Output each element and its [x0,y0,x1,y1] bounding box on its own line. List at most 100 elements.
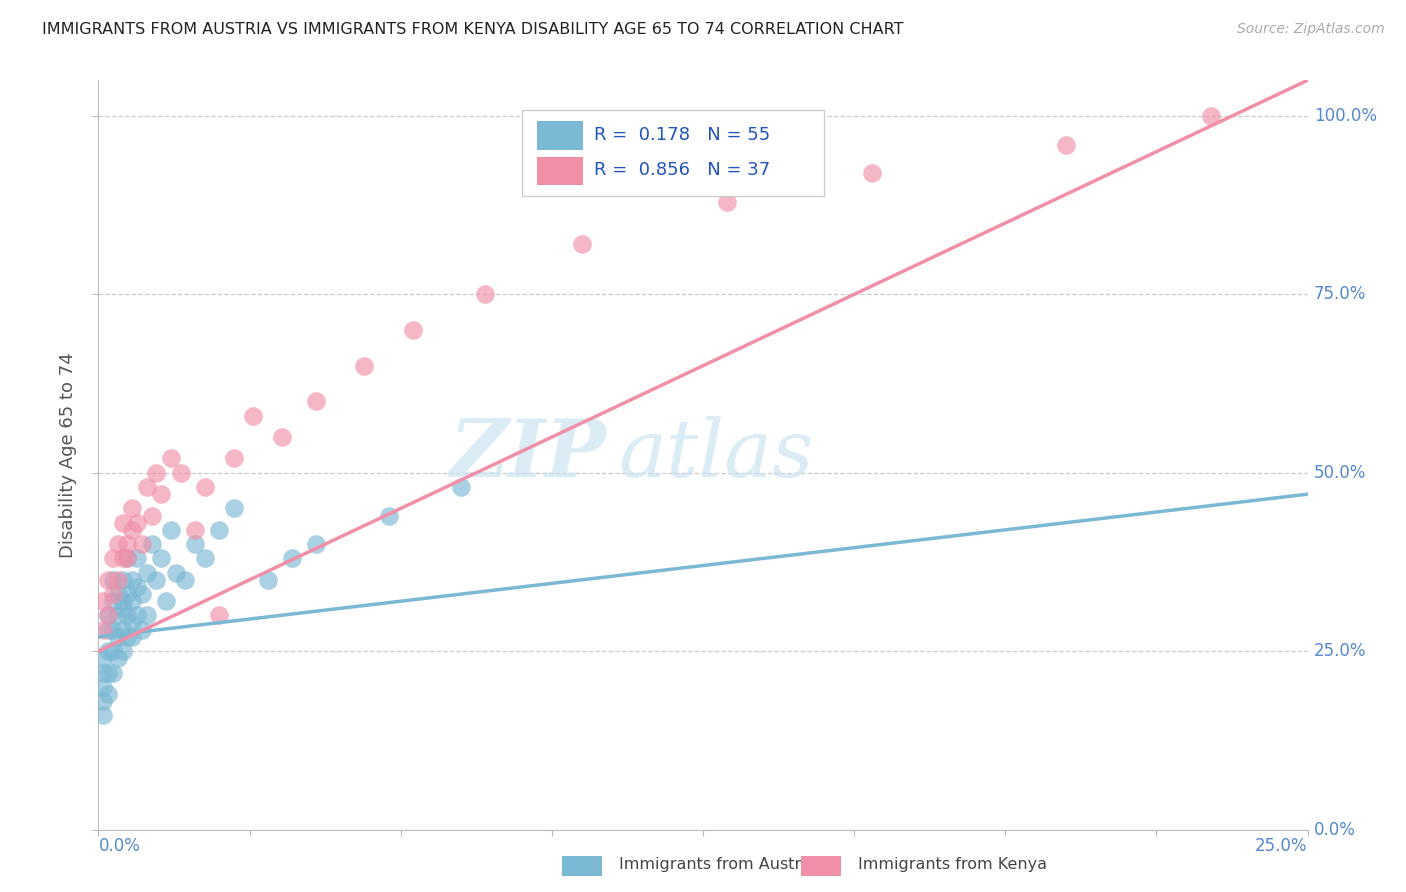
Point [127,516,149,530]
Point [91,623,114,637]
Point [160,523,183,537]
Point [107,537,129,551]
Point [101,573,124,587]
Point [184,537,207,551]
Point [131,537,153,551]
Point [222,501,245,516]
Point [1054,137,1077,152]
Point [97,623,120,637]
Point [117,551,139,566]
Point [91,680,114,694]
Point [242,409,264,423]
Point [121,594,143,608]
Point [97,644,120,658]
Point [127,551,149,566]
Point [97,573,120,587]
Point [91,694,114,708]
Point [101,587,124,601]
Point [716,194,738,209]
Point [127,580,149,594]
Point [402,323,425,337]
Point [111,573,134,587]
Text: IMMIGRANTS FROM AUSTRIA VS IMMIGRANTS FROM KENYA DISABILITY AGE 65 TO 74 CORRELA: IMMIGRANTS FROM AUSTRIA VS IMMIGRANTS FR… [42,22,904,37]
Text: 75.0%: 75.0% [1313,285,1367,303]
Point [121,523,143,537]
Text: 100.0%: 100.0% [1313,107,1376,125]
Point [107,630,129,644]
Point [111,551,134,566]
Text: 50.0%: 50.0% [1313,464,1367,482]
Point [145,573,167,587]
Point [222,451,245,466]
Text: atlas: atlas [619,417,814,493]
Point [194,480,217,494]
Text: 25.0%: 25.0% [1256,837,1308,855]
Point [97,608,120,623]
Point [474,287,496,301]
Point [127,608,149,623]
Point [150,551,173,566]
Point [121,615,143,630]
Point [174,573,197,587]
Point [91,708,114,723]
Point [91,651,114,665]
Point [208,523,231,537]
Point [150,487,173,501]
Point [111,644,134,658]
Point [281,551,304,566]
Point [101,594,124,608]
Point [160,451,183,466]
Point [91,665,114,680]
FancyBboxPatch shape [537,121,583,150]
Point [101,623,124,637]
Point [107,587,129,601]
Point [860,166,883,180]
Point [1199,109,1222,123]
Point [97,665,120,680]
Point [117,587,139,601]
Point [141,537,163,551]
Point [117,551,139,566]
Point [107,651,129,665]
Point [571,237,593,252]
Point [135,566,157,580]
Point [271,430,294,444]
Point [121,573,143,587]
Text: R =  0.178   N = 55: R = 0.178 N = 55 [595,126,770,144]
Point [101,644,124,658]
Point [131,587,153,601]
Text: ZIP: ZIP [450,417,606,493]
Point [97,608,120,623]
Point [135,480,157,494]
Text: Immigrants from Austria: Immigrants from Austria [619,857,815,872]
Text: Source: ZipAtlas.com: Source: ZipAtlas.com [1237,22,1385,37]
Point [208,608,231,623]
Text: R =  0.856   N = 37: R = 0.856 N = 37 [595,161,770,179]
Point [111,601,134,615]
Point [117,608,139,623]
Point [169,466,191,480]
Point [107,608,129,623]
Point [305,394,328,409]
Point [117,537,139,551]
Point [111,594,134,608]
Point [353,359,375,373]
Point [97,687,120,701]
Point [155,594,177,608]
Point [305,537,328,551]
Point [117,630,139,644]
Point [121,630,143,644]
Point [107,573,129,587]
Y-axis label: Disability Age 65 to 74: Disability Age 65 to 74 [59,352,77,558]
Text: 0.0%: 0.0% [98,837,141,855]
FancyBboxPatch shape [537,157,583,186]
Point [101,665,124,680]
Point [194,551,217,566]
Text: 25.0%: 25.0% [1313,642,1367,660]
Point [131,623,153,637]
Text: Immigrants from Kenya: Immigrants from Kenya [858,857,1046,872]
Point [141,508,163,523]
Point [184,523,207,537]
FancyBboxPatch shape [522,111,824,196]
Point [111,516,134,530]
